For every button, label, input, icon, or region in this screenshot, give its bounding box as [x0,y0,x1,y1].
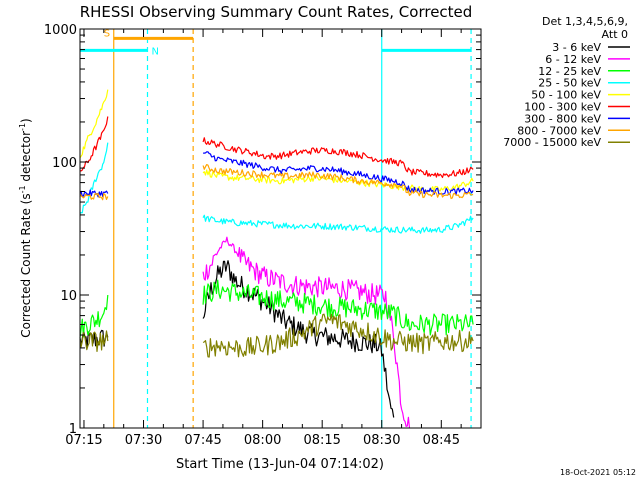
legend-entry-0-label: 3 - 6 keV [552,41,601,54]
y-axis-label-main: Corrected Count Rate (s [19,193,33,337]
legend-entry-3-label: 25 - 50 keV [538,77,601,90]
plot-frame [79,28,482,429]
series-4-segment-0 [79,89,109,159]
series-2-segment-0 [79,294,109,338]
flag-label-S: S [104,28,110,39]
x-tick-label-4: 08:15 [303,433,340,448]
y-tick-label-1: 10 [60,289,77,304]
x-tick-label-6: 08:45 [423,433,460,448]
series-5-segment-1 [202,137,474,179]
y-axis-label-sup2: -1 [18,123,27,131]
chart-title: RHESSI Observing Summary Count Rates, Co… [80,3,473,21]
series-3-segment-1 [202,214,474,234]
y-tick-label-3: 1000 [44,23,77,38]
series-6-segment-1 [203,151,474,196]
y-axis-label: Corrected Count Rate (s-1 detector-1) [18,118,33,337]
y-axis-label-mid: detector [19,131,33,186]
x-tick-label-0: 07:15 [65,433,102,448]
y-axis-label-sup1: -1 [18,185,27,193]
y-tick-label-2: 100 [52,156,77,171]
x-tick-label-5: 08:30 [363,433,400,448]
legend-header-line1: Det 1,3,4,5,6,9, [542,15,628,28]
data-layer: SN [79,28,474,429]
x-tick-label-3: 08:00 [244,433,281,448]
series-7-segment-1 [202,164,474,200]
legend-entry-2-label: 12 - 25 keV [538,65,601,78]
legend-entry-5-label: 100 - 300 keV [524,101,601,114]
series-2-segment-1 [202,279,474,336]
x-axis-label: Start Time (13-Jun-04 07:14:02) [176,457,384,472]
x-tick-label-2: 07:45 [184,433,221,448]
legend-entry-8-label: 7000 - 15000 keV [503,136,601,149]
series-4-segment-1 [202,169,474,193]
legend-entry-1-label: 6 - 12 keV [545,53,601,66]
series-7-segment-0 [79,192,109,201]
axes-layer: 07:15 07:30 07:45 08:00 08:15 08:30 08:45 1 10 10… [44,23,482,448]
x-tick-label-1: 07:30 [125,433,162,448]
series-3-segment-0 [79,142,109,214]
flag-label-N: N [151,46,158,57]
series-5-segment-0 [80,116,109,172]
series-1-segment-0 [202,236,411,429]
series-0-segment-1 [202,260,395,418]
legend-entry-6-label: 300 - 800 keV [524,112,601,125]
legend-entry-4-label: 50 - 100 keV [531,89,601,102]
legend-header-line2: Att 0 [602,28,628,41]
footer-timestamp: 18-Oct-2021 05:12 [560,468,636,477]
y-axis-label-end: ) [19,118,33,123]
y-tick-label-0: 1 [69,422,77,437]
series-8-segment-1 [202,313,474,358]
legend-entry-7-label: 800 - 7000 keV [517,124,601,137]
